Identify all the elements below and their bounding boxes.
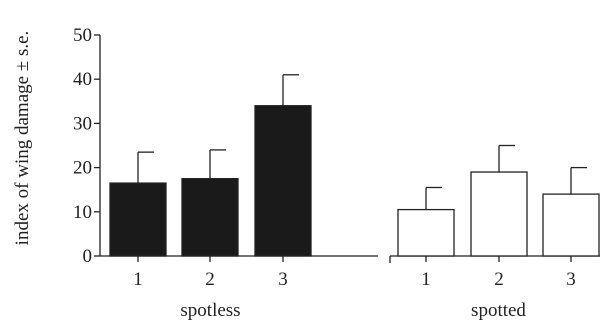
error-bars [137,74,587,210]
y-tick-label: 20 [73,158,92,179]
bar-spotless-1 [109,182,167,257]
x-tick-label: 1 [421,269,431,290]
y-tick-label: 50 [73,25,92,46]
bar-spotted-1 [397,208,455,257]
x-tick-label: 2 [494,269,504,290]
group-label-spotless: spotless [180,300,240,321]
x-tick-label: 3 [566,269,576,290]
x-tick-labels: 1 2 3 1 2 3 [133,269,576,290]
y-axis-label: index of wing damage ± s.e. [12,31,33,246]
y-tick-label: 0 [83,246,93,267]
bar-spotted-2 [470,171,528,257]
y-tick-label: 30 [73,113,92,134]
bar-spotless-2 [181,177,239,257]
x-tick-label: 1 [133,269,143,290]
x-tick-label: 2 [205,269,215,290]
group-label-spotted: spotted [471,300,526,321]
y-tick-label: 10 [73,202,92,223]
group-labels: spotless spotted [180,300,526,321]
x-tick-label: 3 [278,269,288,290]
y-tick-label: 40 [73,69,92,90]
y-axis: 0 10 20 30 40 50 [73,25,101,267]
x-axis [100,255,600,263]
bars [109,105,600,257]
bar-spotless-3 [254,105,312,257]
bar-spotted-3 [542,193,600,257]
